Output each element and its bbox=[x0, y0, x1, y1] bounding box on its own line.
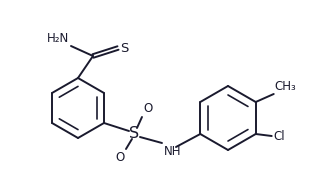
Text: O: O bbox=[116, 151, 125, 164]
Text: CH₃: CH₃ bbox=[275, 80, 296, 93]
Text: Cl: Cl bbox=[274, 130, 285, 142]
Text: S: S bbox=[129, 126, 139, 140]
Text: O: O bbox=[143, 102, 152, 115]
Text: NH: NH bbox=[164, 145, 181, 158]
Text: S: S bbox=[120, 41, 128, 55]
Text: H₂N: H₂N bbox=[47, 32, 69, 45]
